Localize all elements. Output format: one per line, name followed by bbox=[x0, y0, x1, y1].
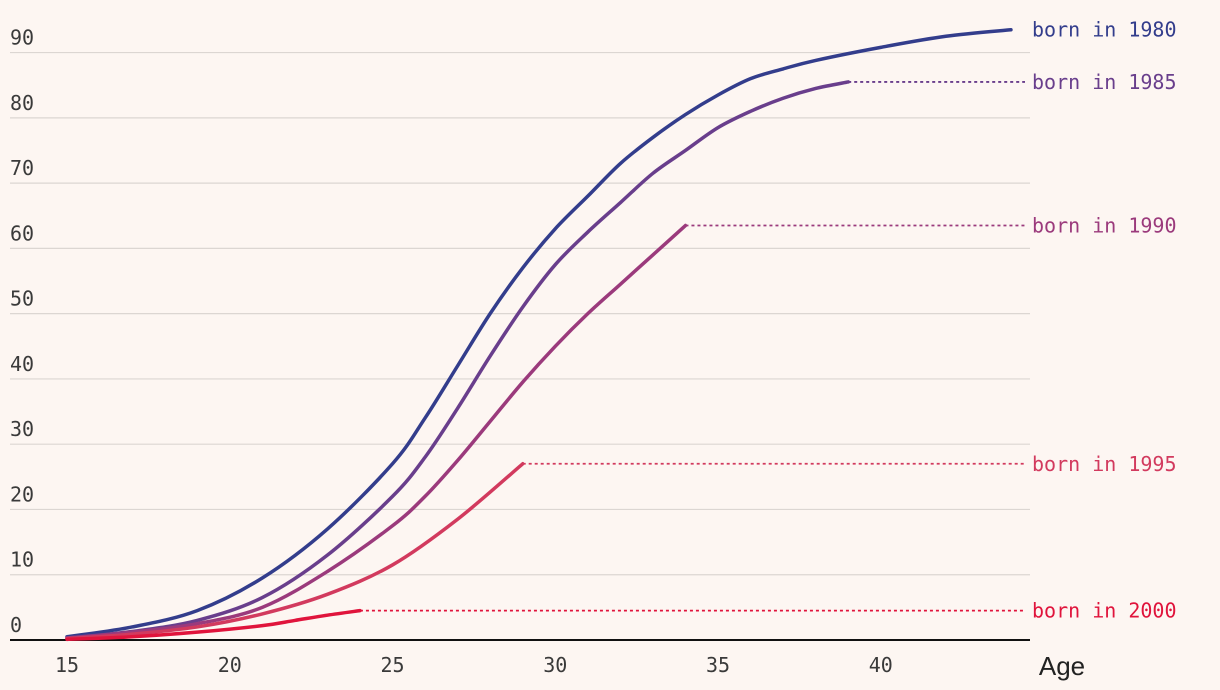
series-extension-lines bbox=[359, 81, 1025, 612]
series-label-born-in-1990: born in 1990 bbox=[1032, 214, 1177, 238]
x-tick-label-20: 20 bbox=[218, 653, 242, 677]
y-tick-label-30: 30 bbox=[10, 417, 34, 441]
y-tick-label-60: 60 bbox=[10, 221, 34, 245]
series-label-born-in-2000: born in 2000 bbox=[1032, 599, 1177, 623]
y-tick-label-50: 50 bbox=[10, 287, 34, 311]
y-tick-label-0: 0 bbox=[10, 613, 22, 637]
y-tick-label-80: 80 bbox=[10, 91, 34, 115]
series-line-born-in-1990 bbox=[65, 223, 688, 640]
x-tick-label-25: 25 bbox=[380, 653, 404, 677]
series-line-born-in-1980 bbox=[65, 27, 1013, 639]
x-tick-label-40: 40 bbox=[869, 653, 893, 677]
y-tick-label-90: 90 bbox=[10, 26, 34, 50]
x-tick-label-30: 30 bbox=[543, 653, 567, 677]
series-label-born-in-1995: born in 1995 bbox=[1032, 452, 1177, 476]
y-axis-ticks: 0 10 20 30 40 50 60 70 80 90 bbox=[10, 26, 34, 637]
y-tick-label-10: 10 bbox=[10, 548, 34, 572]
y-tick-label-20: 20 bbox=[10, 482, 34, 506]
x-tick-label-35: 35 bbox=[706, 653, 730, 677]
x-axis-label: Age bbox=[1039, 651, 1085, 681]
series-line-born-in-1985 bbox=[65, 80, 850, 640]
x-tick-label-15: 15 bbox=[55, 653, 79, 677]
series-line-born-in-1995 bbox=[65, 462, 525, 641]
series-line-born-in-2000 bbox=[65, 608, 362, 642]
series-label-born-in-1980: born in 1980 bbox=[1032, 18, 1177, 42]
series-label-born-in-1985: born in 1985 bbox=[1032, 70, 1177, 94]
x-axis-ticks: 15 20 25 30 35 40 bbox=[55, 653, 893, 677]
series-labels: born in 1980 born in 1985 born in 1990 born… bbox=[1032, 18, 1177, 623]
y-tick-label-70: 70 bbox=[10, 156, 34, 180]
y-tick-label-40: 40 bbox=[10, 352, 34, 376]
series-lines bbox=[65, 27, 1013, 642]
